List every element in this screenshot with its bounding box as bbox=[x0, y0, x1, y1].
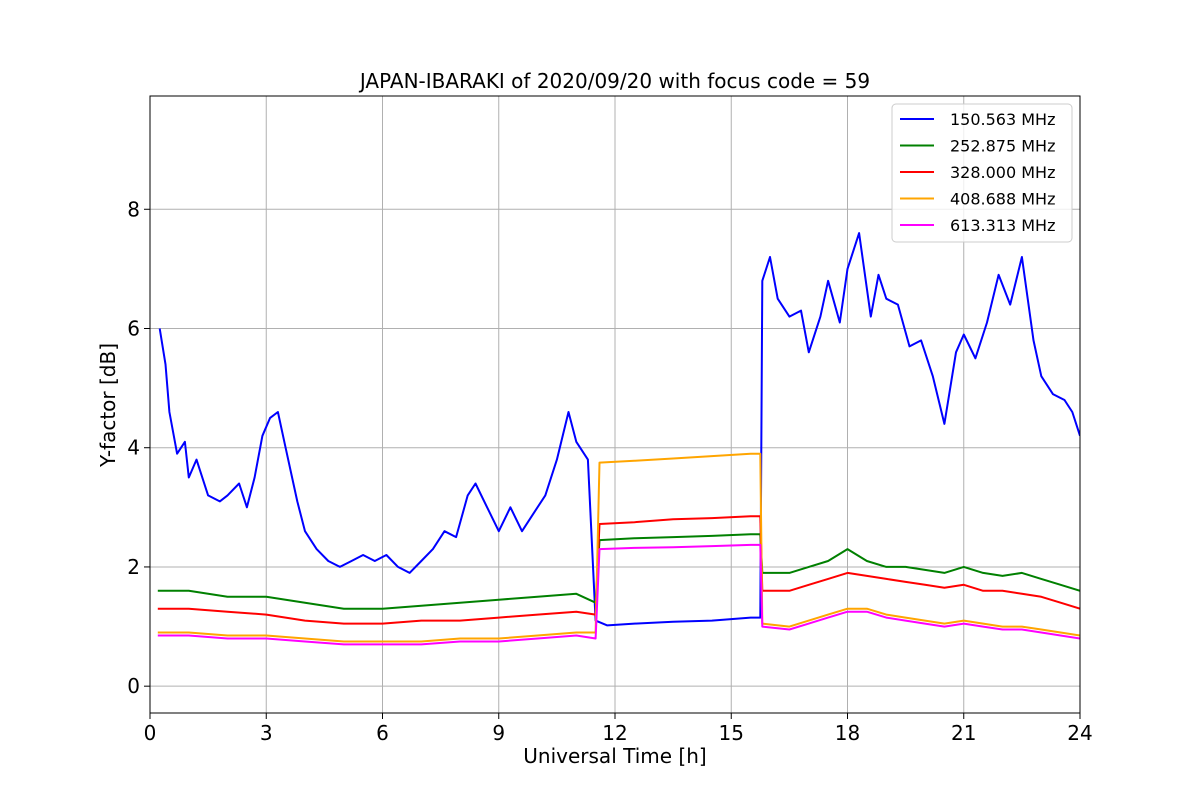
x-tick-label: 9 bbox=[492, 721, 505, 745]
legend-box bbox=[891, 103, 1073, 243]
x-axis-label: Universal Time [h] bbox=[523, 744, 706, 768]
x-tick-label: 6 bbox=[376, 721, 389, 745]
series-layer bbox=[157, 232, 1080, 646]
chart-title: JAPAN-IBARAKI of 2020/09/20 with focus c… bbox=[358, 69, 870, 93]
series-line-3 bbox=[157, 515, 1080, 625]
x-tick-label: 12 bbox=[602, 721, 627, 745]
legend: 150.563 MHz 252.875 MHz 328.000 MHz 408.688… bbox=[891, 103, 1073, 243]
legend-entry-label: 613.313 MHz bbox=[950, 216, 1055, 235]
y-tick-label: 0 bbox=[127, 674, 140, 698]
y-tick-label: 4 bbox=[127, 436, 140, 460]
legend-entry-label: 252.875 MHz bbox=[950, 137, 1055, 156]
x-axis-ticks: 0 3 6 9 12 15 18 21 24 bbox=[144, 713, 1093, 745]
series-line-2 bbox=[157, 533, 1080, 610]
x-tick-label: 15 bbox=[719, 721, 744, 745]
legend-entry-label: 328.000 MHz bbox=[950, 163, 1055, 182]
series-line-5 bbox=[157, 543, 1080, 646]
y-tick-label: 8 bbox=[127, 197, 140, 221]
legend-entry-label: 150.563 MHz bbox=[950, 110, 1055, 129]
x-tick-label: 24 bbox=[1067, 721, 1092, 745]
x-tick-label: 18 bbox=[835, 721, 860, 745]
series-line-4 bbox=[157, 452, 1080, 643]
y-axis-label: Y-factor [dB] bbox=[96, 343, 120, 468]
x-tick-label: 21 bbox=[951, 721, 976, 745]
y-tick-label: 2 bbox=[127, 555, 140, 579]
y-tick-label: 6 bbox=[127, 316, 140, 340]
legend-entry-label: 408.688 MHz bbox=[950, 190, 1055, 209]
y-axis-ticks: 0 2 4 6 8 bbox=[127, 197, 150, 698]
x-tick-label: 0 bbox=[144, 721, 157, 745]
series-line-1 bbox=[158, 232, 1080, 627]
x-tick-label: 3 bbox=[260, 721, 273, 745]
